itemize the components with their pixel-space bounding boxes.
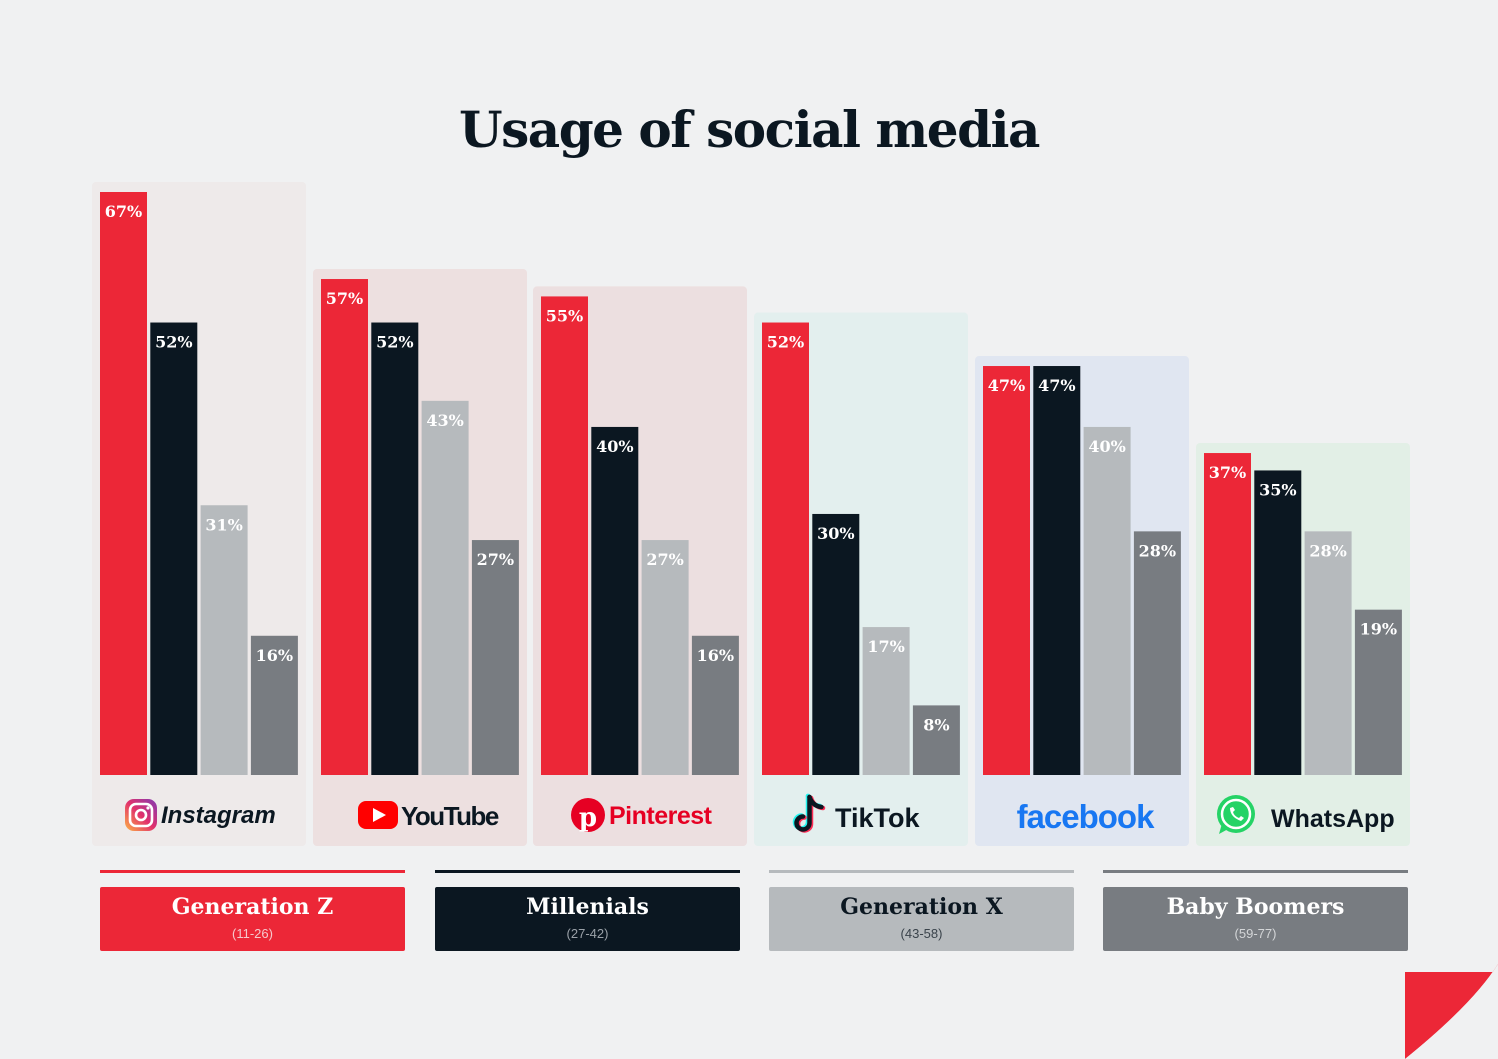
bar-pinterest-generation-x [641,540,689,775]
data-label: 8% [923,715,949,734]
data-label: 47% [988,376,1025,395]
data-label: 16% [256,646,293,665]
bar-youtube-baby-boomers [471,540,519,775]
data-label: 28% [1309,541,1346,560]
youtube-logo-icon [358,801,398,829]
data-label: 37% [1209,463,1246,482]
legend-label: Baby Boomers [1166,894,1345,920]
legend-line [435,870,740,873]
data-label: 19% [1360,620,1397,639]
legend-age-range: (11-26) [232,926,273,941]
youtube-logo: YouTube [358,801,500,831]
data-label: 55% [546,306,583,325]
bar-whatsapp-millenials [1254,470,1302,775]
facebook-logo: facebook [1017,798,1157,835]
data-label: 52% [767,333,804,352]
legend-item-baby-boomers: Baby Boomers (59-77) [1103,870,1408,951]
legend-swatch: Generation Z (11-26) [100,887,405,951]
legend-line [1103,870,1408,873]
data-label: 52% [376,333,413,352]
bar-pinterest-generation-z [541,296,588,775]
data-label: 57% [326,289,363,308]
bar-instagram-generation-x [200,505,248,775]
tiktok-logo-icon [792,793,826,833]
legend-item-generation-x: Generation X (43-58) [769,870,1074,951]
legend-age-range: (59-77) [1234,926,1277,941]
data-label: 40% [1088,437,1125,456]
data-label: 30% [817,524,854,543]
bar-tiktok-baby-boomers [912,705,960,775]
data-label: 17% [867,637,904,656]
legend-swatch: Generation X (43-58) [769,887,1074,951]
bar-pinterest-baby-boomers [691,635,739,775]
data-label: 16% [697,646,734,665]
data-label: 47% [1038,376,1075,395]
pinterest-logo: p Pinterest [571,798,713,833]
data-label: 27% [646,550,683,569]
svg-text:p: p [579,803,597,833]
legend-line [769,870,1074,873]
instagram-logo-icon [125,799,157,831]
data-label: 27% [477,550,514,569]
data-label: 40% [596,437,633,456]
instagram-logo: Instagram [125,799,276,831]
chart-title: Usage of social media [459,100,1040,159]
bar-youtube-generation-x [421,400,469,775]
bar-youtube-generation-z [321,279,368,775]
data-label: 67% [105,202,142,221]
page-corner-icon [1405,964,1498,1059]
bar-tiktok-generation-x [862,627,910,775]
youtube-logo-text: YouTube [401,801,499,831]
tiktok-logo-text: TikTok [835,803,921,833]
legend-swatch: Millenials (27-42) [435,887,740,951]
bar-pinterest-millenials [591,426,639,775]
legend-label: Millenials [526,894,649,920]
legend-label: Generation Z [171,894,334,920]
whatsapp-logo-icon [1217,795,1255,834]
legend-line [100,870,405,873]
data-label: 28% [1139,541,1176,560]
bar-whatsapp-baby-boomers [1354,609,1402,775]
facebook-logo-icon: facebook [1017,798,1156,835]
bar-facebook-generation-x [1083,426,1131,775]
data-label: 31% [205,515,242,534]
data-label: 52% [155,333,192,352]
bar-tiktok-millenials [812,513,860,775]
bar-tiktok-generation-z [762,322,809,775]
bar-instagram-millenials [150,322,198,775]
pinterest-logo-text: Pinterest [609,802,713,830]
data-label: 43% [426,411,463,430]
legend-age-range: (27-42) [566,926,609,941]
bar-facebook-generation-z [983,366,1030,775]
legend-item-millenials: Millenials (27-42) [435,870,740,951]
legend-swatch: Baby Boomers (59-77) [1103,887,1408,951]
legend-item-generation-z: Generation Z (11-26) [100,870,405,951]
bar-facebook-baby-boomers [1133,531,1181,775]
pinterest-logo-icon: p [571,798,605,833]
whatsapp-logo: WhatsApp [1217,795,1395,834]
bar-whatsapp-generation-x [1304,531,1352,775]
legend-age-range: (43-58) [900,926,943,941]
bar-instagram-baby-boomers [250,635,298,775]
data-label: 35% [1259,480,1296,499]
bar-instagram-generation-z [100,192,147,775]
bar-facebook-millenials [1033,366,1081,775]
legend-label: Generation X [840,894,1003,920]
whatsapp-logo-text: WhatsApp [1271,805,1395,833]
bar-youtube-millenials [371,322,419,775]
bar-chart: 67% 52% 31% 16% 57% 52% 43% 27% 55% 40% 27% 16% 52% 3… [100,192,1410,847]
bar-whatsapp-generation-z [1204,453,1251,775]
tiktok-logo: TikTok [792,793,921,833]
instagram-logo-text: Instagram [161,802,276,829]
